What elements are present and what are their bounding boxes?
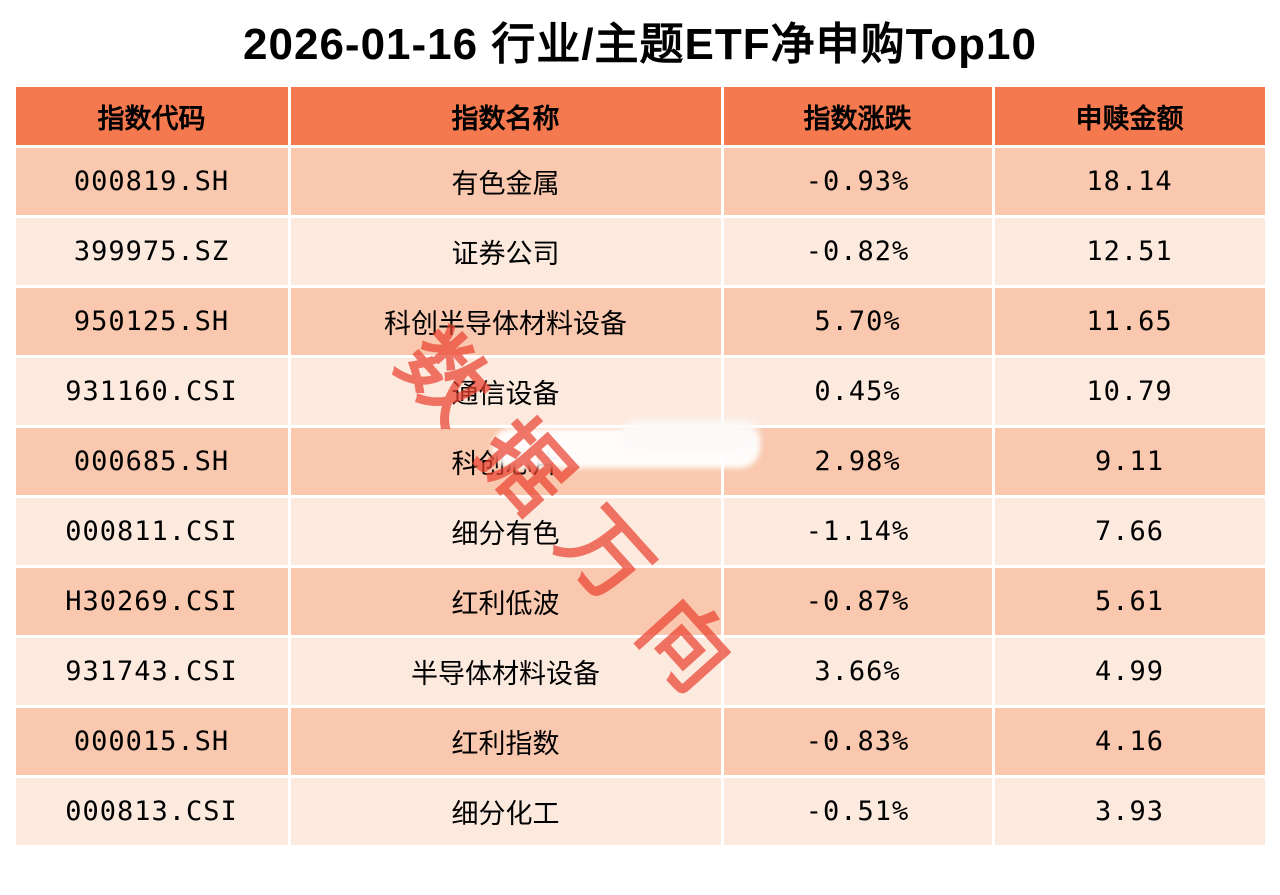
column-header-index-code: 指数代码 bbox=[12, 84, 291, 148]
index-change: -1.14% bbox=[720, 495, 995, 568]
index-name: 红利低波 bbox=[287, 565, 724, 638]
table-row: 931743.CSI 半导体材料设备 3.66% 4.99 bbox=[12, 635, 1268, 708]
index-name: 细分化工 bbox=[287, 775, 724, 848]
index-code: 000685.SH bbox=[12, 425, 291, 498]
index-code: 000015.SH bbox=[12, 705, 291, 778]
index-name: 细分有色 bbox=[287, 495, 724, 568]
index-code: 000813.CSI bbox=[12, 775, 291, 848]
amount: 9.11 bbox=[991, 425, 1268, 498]
index-name: 科创芯片 bbox=[287, 425, 724, 498]
index-change: 5.70% bbox=[720, 285, 995, 358]
index-code: H30269.CSI bbox=[12, 565, 291, 638]
amount: 18.14 bbox=[991, 145, 1268, 218]
index-change: 2.98% bbox=[720, 425, 995, 498]
table-row: 000811.CSI 细分有色 -1.14% 7.66 bbox=[12, 495, 1268, 568]
table-row: 000015.SH 红利指数 -0.83% 4.16 bbox=[12, 705, 1268, 778]
amount: 10.79 bbox=[991, 355, 1268, 428]
index-code: 000811.CSI bbox=[12, 495, 291, 568]
index-name: 科创半导体材料设备 bbox=[287, 285, 724, 358]
index-code: 931160.CSI bbox=[12, 355, 291, 428]
table-row: 000685.SH 科创芯片 2.98% 9.11 bbox=[12, 425, 1268, 498]
table-header-row: 指数代码 指数名称 指数涨跌 申赎金额 bbox=[12, 84, 1268, 148]
amount: 7.66 bbox=[991, 495, 1268, 568]
amount: 5.61 bbox=[991, 565, 1268, 638]
etf-net-subscription-table: 指数代码 指数名称 指数涨跌 申赎金额 000819.SH 有色金属 -0.93… bbox=[12, 84, 1268, 848]
table-row: 000813.CSI 细分化工 -0.51% 3.93 bbox=[12, 775, 1268, 848]
table-row: 931160.CSI 通信设备 0.45% 10.79 bbox=[12, 355, 1268, 428]
index-change: -0.51% bbox=[720, 775, 995, 848]
amount: 11.65 bbox=[991, 285, 1268, 358]
index-name: 证券公司 bbox=[287, 215, 724, 288]
amount: 3.93 bbox=[991, 775, 1268, 848]
index-change: -0.83% bbox=[720, 705, 995, 778]
column-header-index-change: 指数涨跌 bbox=[720, 84, 995, 148]
table-row: H30269.CSI 红利低波 -0.87% 5.61 bbox=[12, 565, 1268, 638]
index-name: 红利指数 bbox=[287, 705, 724, 778]
amount: 4.16 bbox=[991, 705, 1268, 778]
amount: 4.99 bbox=[991, 635, 1268, 708]
column-header-amount: 申赎金额 bbox=[991, 84, 1268, 148]
index-name: 半导体材料设备 bbox=[287, 635, 724, 708]
table-row: 399975.SZ 证券公司 -0.82% 12.51 bbox=[12, 215, 1268, 288]
index-change: -0.87% bbox=[720, 565, 995, 638]
index-code: 931743.CSI bbox=[12, 635, 291, 708]
index-code: 399975.SZ bbox=[12, 215, 291, 288]
table-row: 000819.SH 有色金属 -0.93% 18.14 bbox=[12, 145, 1268, 218]
index-change: -0.82% bbox=[720, 215, 995, 288]
column-header-index-name: 指数名称 bbox=[287, 84, 724, 148]
index-change: 3.66% bbox=[720, 635, 995, 708]
index-name: 通信设备 bbox=[287, 355, 724, 428]
table-row: 950125.SH 科创半导体材料设备 5.70% 11.65 bbox=[12, 285, 1268, 358]
amount: 12.51 bbox=[991, 215, 1268, 288]
page-title: 2026-01-16 行业/主题ETF净申购Top10 bbox=[243, 20, 1037, 69]
index-name: 有色金属 bbox=[287, 145, 724, 218]
index-code: 950125.SH bbox=[12, 285, 291, 358]
index-code: 000819.SH bbox=[12, 145, 291, 218]
index-change: -0.93% bbox=[720, 145, 995, 218]
index-change: 0.45% bbox=[720, 355, 995, 428]
